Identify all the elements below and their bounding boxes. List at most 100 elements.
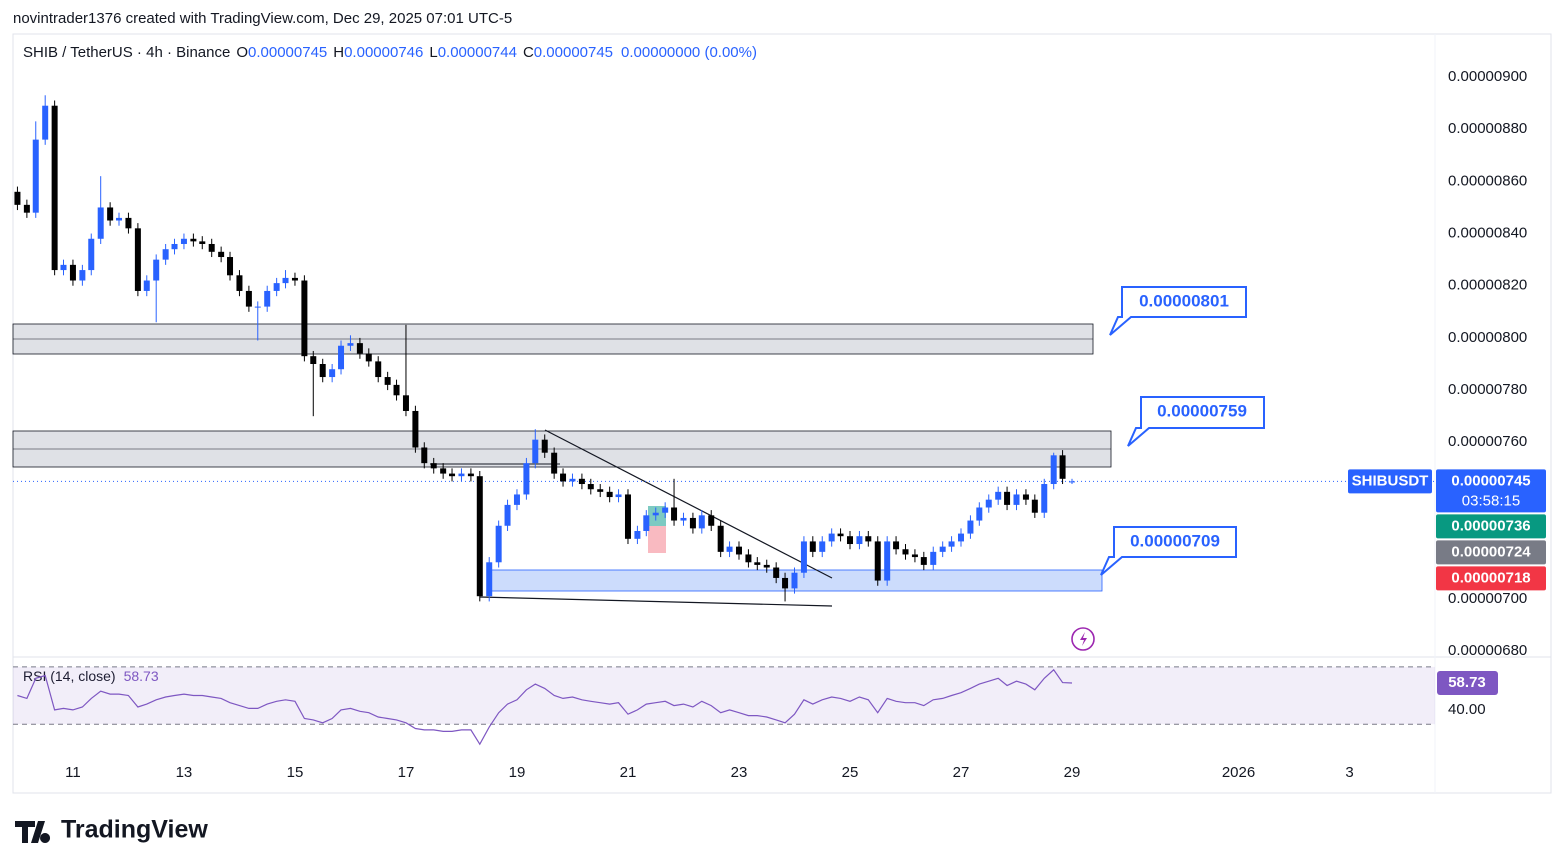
candle-body — [282, 277, 289, 284]
callout-label: 0.00000709 — [1130, 531, 1220, 550]
price-tag — [1436, 540, 1546, 565]
symbol-tag — [1348, 469, 1432, 494]
candle-body — [143, 280, 150, 291]
candle-body — [134, 228, 141, 291]
candle-body — [513, 494, 520, 505]
price-tag — [1436, 469, 1546, 513]
trend-line — [479, 596, 833, 607]
candle-body — [819, 541, 826, 552]
candle-body — [1013, 494, 1020, 505]
candle-body — [985, 499, 992, 508]
x-tick-label: 15 — [287, 764, 304, 781]
legend-key: L — [429, 44, 437, 61]
position-loss — [648, 526, 666, 553]
candle-body — [1022, 494, 1029, 500]
candle-body — [440, 468, 447, 474]
candle-body — [541, 439, 548, 453]
alert-circle — [1071, 627, 1095, 651]
candle-body — [42, 105, 49, 140]
candle-body — [69, 264, 76, 281]
y-tick-label: 0.00000780 — [1448, 381, 1527, 398]
candle-body — [245, 290, 252, 307]
candle-body — [412, 410, 419, 448]
legend-symbol: SHIB / TetherUS · 4h · Binance — [23, 44, 230, 61]
y-tick-label: 0.00000800 — [1448, 329, 1527, 346]
rsi-value: 58.73 — [124, 668, 159, 684]
price-tag — [1436, 514, 1546, 539]
candle-body — [107, 207, 114, 221]
candle-body — [467, 473, 474, 477]
candle-body — [1050, 455, 1057, 485]
candle-body — [476, 476, 483, 597]
candle-body — [662, 507, 669, 513]
candle-body — [939, 546, 946, 552]
trend-line — [544, 429, 833, 579]
candle-body — [504, 504, 511, 526]
candle-body — [893, 541, 900, 550]
candle-body — [449, 473, 456, 477]
candle-body — [208, 243, 215, 252]
attribution: novintrader1376 created with TradingView… — [13, 10, 512, 27]
logo-mark — [15, 821, 51, 843]
candle-body — [773, 567, 780, 578]
countdown: 03:58:15 — [1462, 492, 1520, 509]
chart-frame — [12, 33, 1552, 794]
candle-body — [569, 478, 576, 482]
x-tick-label: 11 — [65, 764, 81, 781]
candle-body — [523, 463, 530, 495]
x-tick-label: 3 — [1345, 764, 1353, 781]
drawings — [12, 323, 1112, 607]
price-tag — [1436, 566, 1546, 591]
candle-body — [319, 364, 326, 378]
candle-body — [347, 343, 354, 346]
legend-value: 0.00000745 — [248, 44, 327, 61]
candle-body — [79, 270, 86, 281]
alert-icon — [1071, 627, 1095, 651]
candle-body — [782, 577, 789, 589]
x-tick-label: 2026 — [1222, 764, 1255, 781]
brand-logo: TradingView — [15, 816, 208, 844]
candle-body — [865, 536, 872, 542]
candle-body — [227, 257, 234, 276]
candle-body — [689, 517, 696, 529]
rsi-tick-label: 40.00 — [1448, 701, 1486, 718]
x-tick-label: 29 — [1064, 764, 1081, 781]
x-tick-label: 23 — [731, 764, 748, 781]
candle-body — [948, 541, 955, 547]
y-tick-label: 0.00000680 — [1448, 642, 1527, 659]
price-tag-label: 0.00000736 — [1451, 517, 1530, 534]
candle-body — [190, 238, 197, 242]
candle-body — [615, 494, 622, 498]
rsi-band-fill — [13, 666, 1435, 725]
candle-body — [88, 238, 95, 271]
candle-body — [708, 515, 715, 526]
legend-key: C — [523, 44, 534, 61]
candle-body — [310, 356, 317, 365]
candle-body — [1031, 499, 1038, 513]
candle-body — [356, 343, 363, 354]
candle-body — [726, 546, 733, 552]
candle-body — [430, 463, 437, 469]
price-tag-label: 0.00000745 — [1451, 472, 1530, 489]
callout-box — [1109, 286, 1247, 336]
x-tick-label: 21 — [620, 764, 637, 781]
candle-body — [162, 249, 169, 260]
candle-body — [171, 243, 178, 250]
alert-bolt — [1080, 632, 1087, 646]
legend-change: 0.00000000 (0.00%) — [621, 44, 757, 61]
candle-body — [754, 562, 761, 565]
rsi-value-label: 58.73 — [1448, 674, 1486, 691]
candle-body — [800, 541, 807, 573]
candle-body — [671, 507, 678, 521]
y-tick-label: 0.00000860 — [1448, 172, 1527, 189]
candle-body — [884, 541, 891, 581]
callout-box — [1127, 396, 1265, 447]
x-tick-label: 25 — [842, 764, 859, 781]
candle-body — [745, 554, 752, 563]
candle-body — [236, 275, 243, 291]
candle-body — [495, 525, 502, 563]
candle-body — [976, 507, 983, 521]
candle-body — [856, 536, 863, 545]
x-tick-label: 27 — [953, 764, 970, 781]
candle-body — [911, 554, 918, 558]
